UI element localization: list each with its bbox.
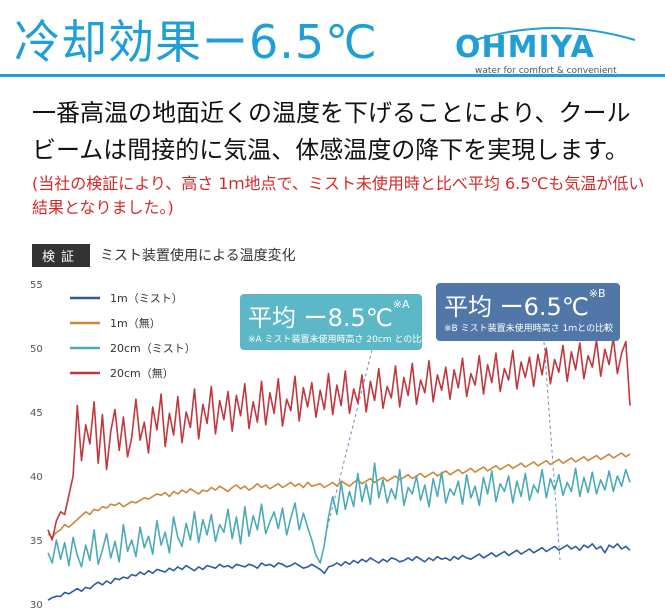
temperature-chart: 55 50 45 40 35 30 1m（ミスト） 1m（無） 20cm（ミスト） 20cm（無）: [30, 280, 631, 611]
callout-b-value: 平均 ー6.5℃※B: [444, 287, 606, 321]
legend-label: 20cm（ミスト）: [110, 342, 196, 355]
series-line-0: [47, 542, 631, 601]
y-tick-label: 45: [30, 408, 43, 419]
section-tag: 検証: [32, 243, 91, 267]
brand-logo: OHMIYA water for comfort & convenient: [455, 22, 645, 82]
body-text: 一番高温の地面近くの温度を下げることにより、クールビームは間接的に気温、体感温度…: [32, 99, 631, 164]
header-rule: [0, 74, 665, 77]
y-tick-label: 30: [30, 600, 43, 611]
callout-a: 平均 ー8.5℃※A ※A ミスト装置未使用時高さ 20cm との比較: [240, 294, 430, 350]
callout-connector: [323, 349, 373, 541]
callout-a-value: 平均 ー8.5℃※A: [248, 298, 410, 332]
logo-arc-icon: [474, 27, 636, 41]
callout-a-note: ※A ミスト装置未使用時高さ 20cm との比較: [248, 335, 431, 345]
legend-label: 20cm（無）: [110, 366, 174, 380]
headline: 冷却効果ー6.5℃: [14, 15, 378, 69]
callout-b: 平均 ー6.5℃※B ※B ミスト装置未使用時高さ 1ｍとの比較: [436, 283, 620, 341]
callout-b-note: ※B ミスト装置未使用時高さ 1ｍとの比較: [444, 324, 614, 334]
section-header: 検証 ミスト装置使用による温度変化: [32, 243, 296, 267]
series-line-3: [47, 337, 631, 541]
section-title: ミスト装置使用による温度変化: [100, 248, 296, 264]
series-line-1: [47, 452, 631, 539]
legend-label: 1m（ミスト）: [110, 292, 183, 305]
logo-wordmark: OHMIYA: [455, 30, 595, 65]
series-line-2: [47, 462, 631, 568]
note-text: (当社の検証により、高さ 1ｍ地点で、ミスト未使用時と比べ平均 6.5℃も気温が…: [32, 174, 645, 217]
legend-label: 1m（無）: [110, 316, 161, 330]
logo-tagline: water for comfort & convenient: [475, 66, 617, 76]
y-tick-label: 40: [30, 472, 43, 483]
callout-connector: [543, 341, 561, 561]
y-tick-label: 55: [30, 280, 43, 291]
y-tick-label: 50: [30, 344, 43, 355]
y-tick-label: 35: [30, 536, 43, 547]
